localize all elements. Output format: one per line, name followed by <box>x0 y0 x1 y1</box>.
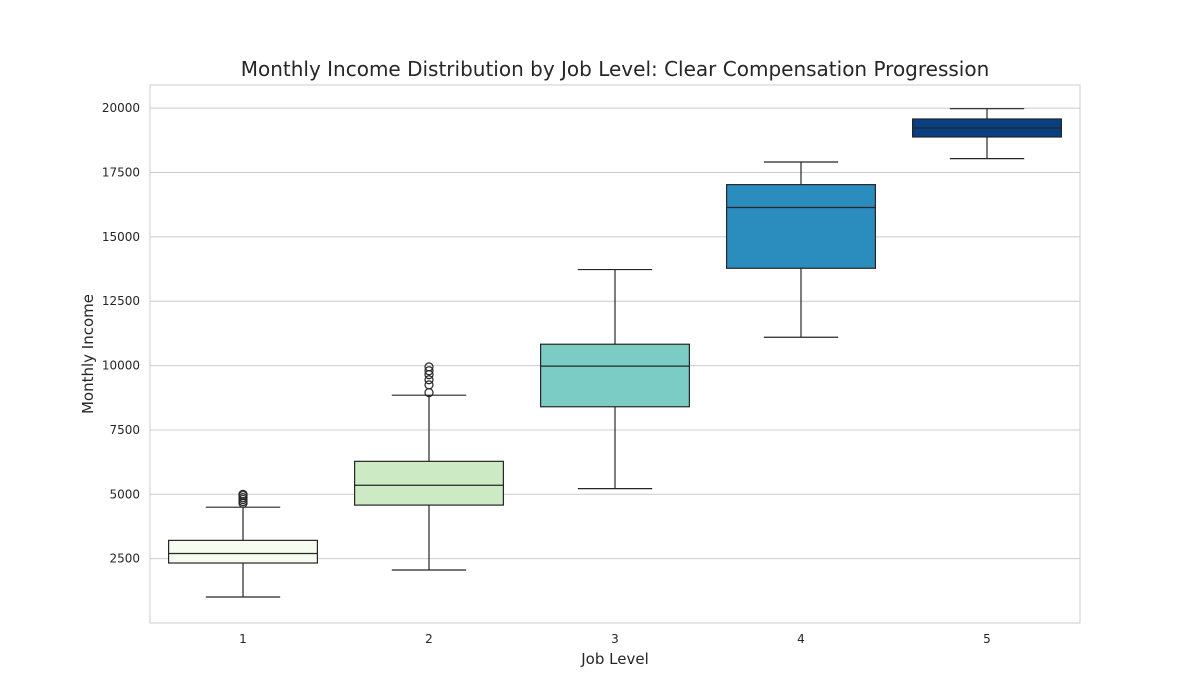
chart-title: Monthly Income Distribution by Job Level… <box>241 57 990 81</box>
y-tick-label: 5000 <box>109 487 140 501</box>
y-tick-label: 12500 <box>102 294 140 308</box>
outlier-point <box>424 375 434 385</box>
x-axis-label: Job Level <box>580 650 649 668</box>
x-tick-label: 4 <box>797 632 805 646</box>
x-tick-label: 2 <box>425 632 433 646</box>
y-tick-label: 7500 <box>109 423 140 437</box>
outlier-point <box>424 380 434 390</box>
outlier-point <box>238 489 248 499</box>
box-iqr <box>725 184 876 269</box>
box-iqr <box>539 343 690 408</box>
outlier-point <box>424 366 434 376</box>
y-tick-label: 2500 <box>109 552 140 566</box>
y-tick-label: 10000 <box>102 359 140 373</box>
box-iqr <box>354 460 505 506</box>
plot-frame <box>149 84 1081 624</box>
y-tick-label: 20000 <box>102 101 140 115</box>
plot-area: 2500 5000 7500 10000 12500 15000 17500 20000 1 2 3… <box>102 84 1081 646</box>
box-iqr <box>168 539 319 564</box>
x-tick-label: 1 <box>239 632 247 646</box>
y-tick-label: 17500 <box>102 166 140 180</box>
y-axis-label: Monthly Income <box>79 294 97 414</box>
x-tick-label: 5 <box>983 632 991 646</box>
x-tick-label: 3 <box>611 632 619 646</box>
outlier-point <box>424 362 434 372</box>
y-tick-label: 15000 <box>102 230 140 244</box>
